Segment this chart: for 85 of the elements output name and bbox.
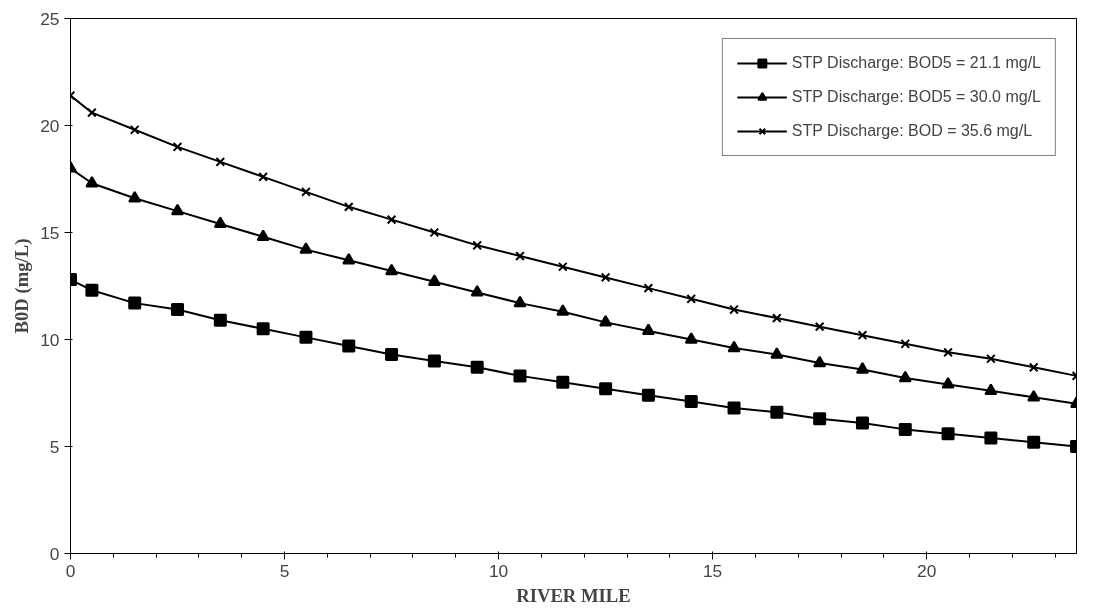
y-tick-label: 15 <box>40 222 60 243</box>
point <box>427 274 441 286</box>
point <box>855 416 869 430</box>
point <box>813 355 827 368</box>
x-axis-title: RIVER MILE <box>516 584 631 606</box>
point <box>427 354 441 368</box>
point <box>686 293 697 304</box>
point <box>299 330 313 344</box>
point <box>470 285 484 297</box>
point <box>641 388 655 402</box>
point <box>470 360 484 374</box>
y-tick-label: 5 <box>49 436 60 457</box>
point <box>128 296 142 310</box>
point <box>171 203 185 216</box>
point <box>599 382 613 396</box>
point <box>813 412 827 426</box>
point <box>898 422 912 436</box>
point <box>985 353 996 364</box>
x-tick-label: 20 <box>917 560 937 581</box>
point <box>128 190 142 203</box>
x-tick-label: 0 <box>65 560 76 581</box>
x-tick-label: 5 <box>279 560 290 581</box>
x-tick-label: 10 <box>488 560 509 581</box>
point <box>941 427 955 441</box>
point <box>342 339 356 353</box>
point <box>213 216 227 229</box>
point <box>814 321 825 332</box>
point <box>643 283 654 294</box>
point <box>386 214 397 225</box>
point <box>87 107 97 118</box>
point <box>85 283 99 297</box>
point <box>342 252 356 265</box>
point <box>258 171 269 182</box>
point <box>557 261 568 272</box>
point <box>472 240 483 251</box>
point <box>1027 389 1041 402</box>
point <box>556 375 570 389</box>
point <box>513 369 527 383</box>
point <box>984 431 998 445</box>
point <box>299 242 313 254</box>
point <box>771 313 782 323</box>
x-tick-label: 15 <box>702 560 723 581</box>
point <box>684 332 698 344</box>
point <box>943 347 953 358</box>
point <box>727 340 741 353</box>
point <box>857 330 868 341</box>
point <box>770 347 784 359</box>
point <box>729 304 739 315</box>
point <box>513 295 527 308</box>
point <box>301 186 311 197</box>
point <box>215 156 226 167</box>
point <box>1027 435 1041 449</box>
legend-label: STP Discharge: BOD = 35.6 mg/L <box>791 122 1033 140</box>
point <box>599 315 613 327</box>
point <box>171 303 185 317</box>
point <box>898 370 912 383</box>
point <box>85 175 99 188</box>
y-axis-title: B0D (mg/L) <box>11 238 34 334</box>
y-tick-label: 20 <box>40 115 60 136</box>
point <box>129 124 140 135</box>
y-tick-label: 0 <box>49 543 60 564</box>
point <box>984 383 998 396</box>
point <box>770 405 784 419</box>
point <box>941 377 955 389</box>
point <box>429 227 440 238</box>
point <box>343 201 354 212</box>
point <box>385 263 399 276</box>
y-tick-label: 25 <box>40 8 60 29</box>
point <box>600 272 611 283</box>
point <box>172 142 183 152</box>
point <box>641 323 655 336</box>
point <box>515 251 525 261</box>
legend-label: STP Discharge: BOD5 = 21.1 mg/L <box>791 54 1041 72</box>
point <box>256 322 270 336</box>
point <box>684 395 698 409</box>
point <box>385 347 399 361</box>
legend-label: STP Discharge: BOD5 = 30.0 mg/L <box>791 88 1041 106</box>
point <box>213 313 227 327</box>
y-tick-label: 10 <box>40 329 60 350</box>
point <box>556 304 570 316</box>
point <box>900 338 911 349</box>
point <box>1028 362 1039 373</box>
point <box>855 362 869 374</box>
point <box>727 401 741 415</box>
point <box>256 229 270 241</box>
